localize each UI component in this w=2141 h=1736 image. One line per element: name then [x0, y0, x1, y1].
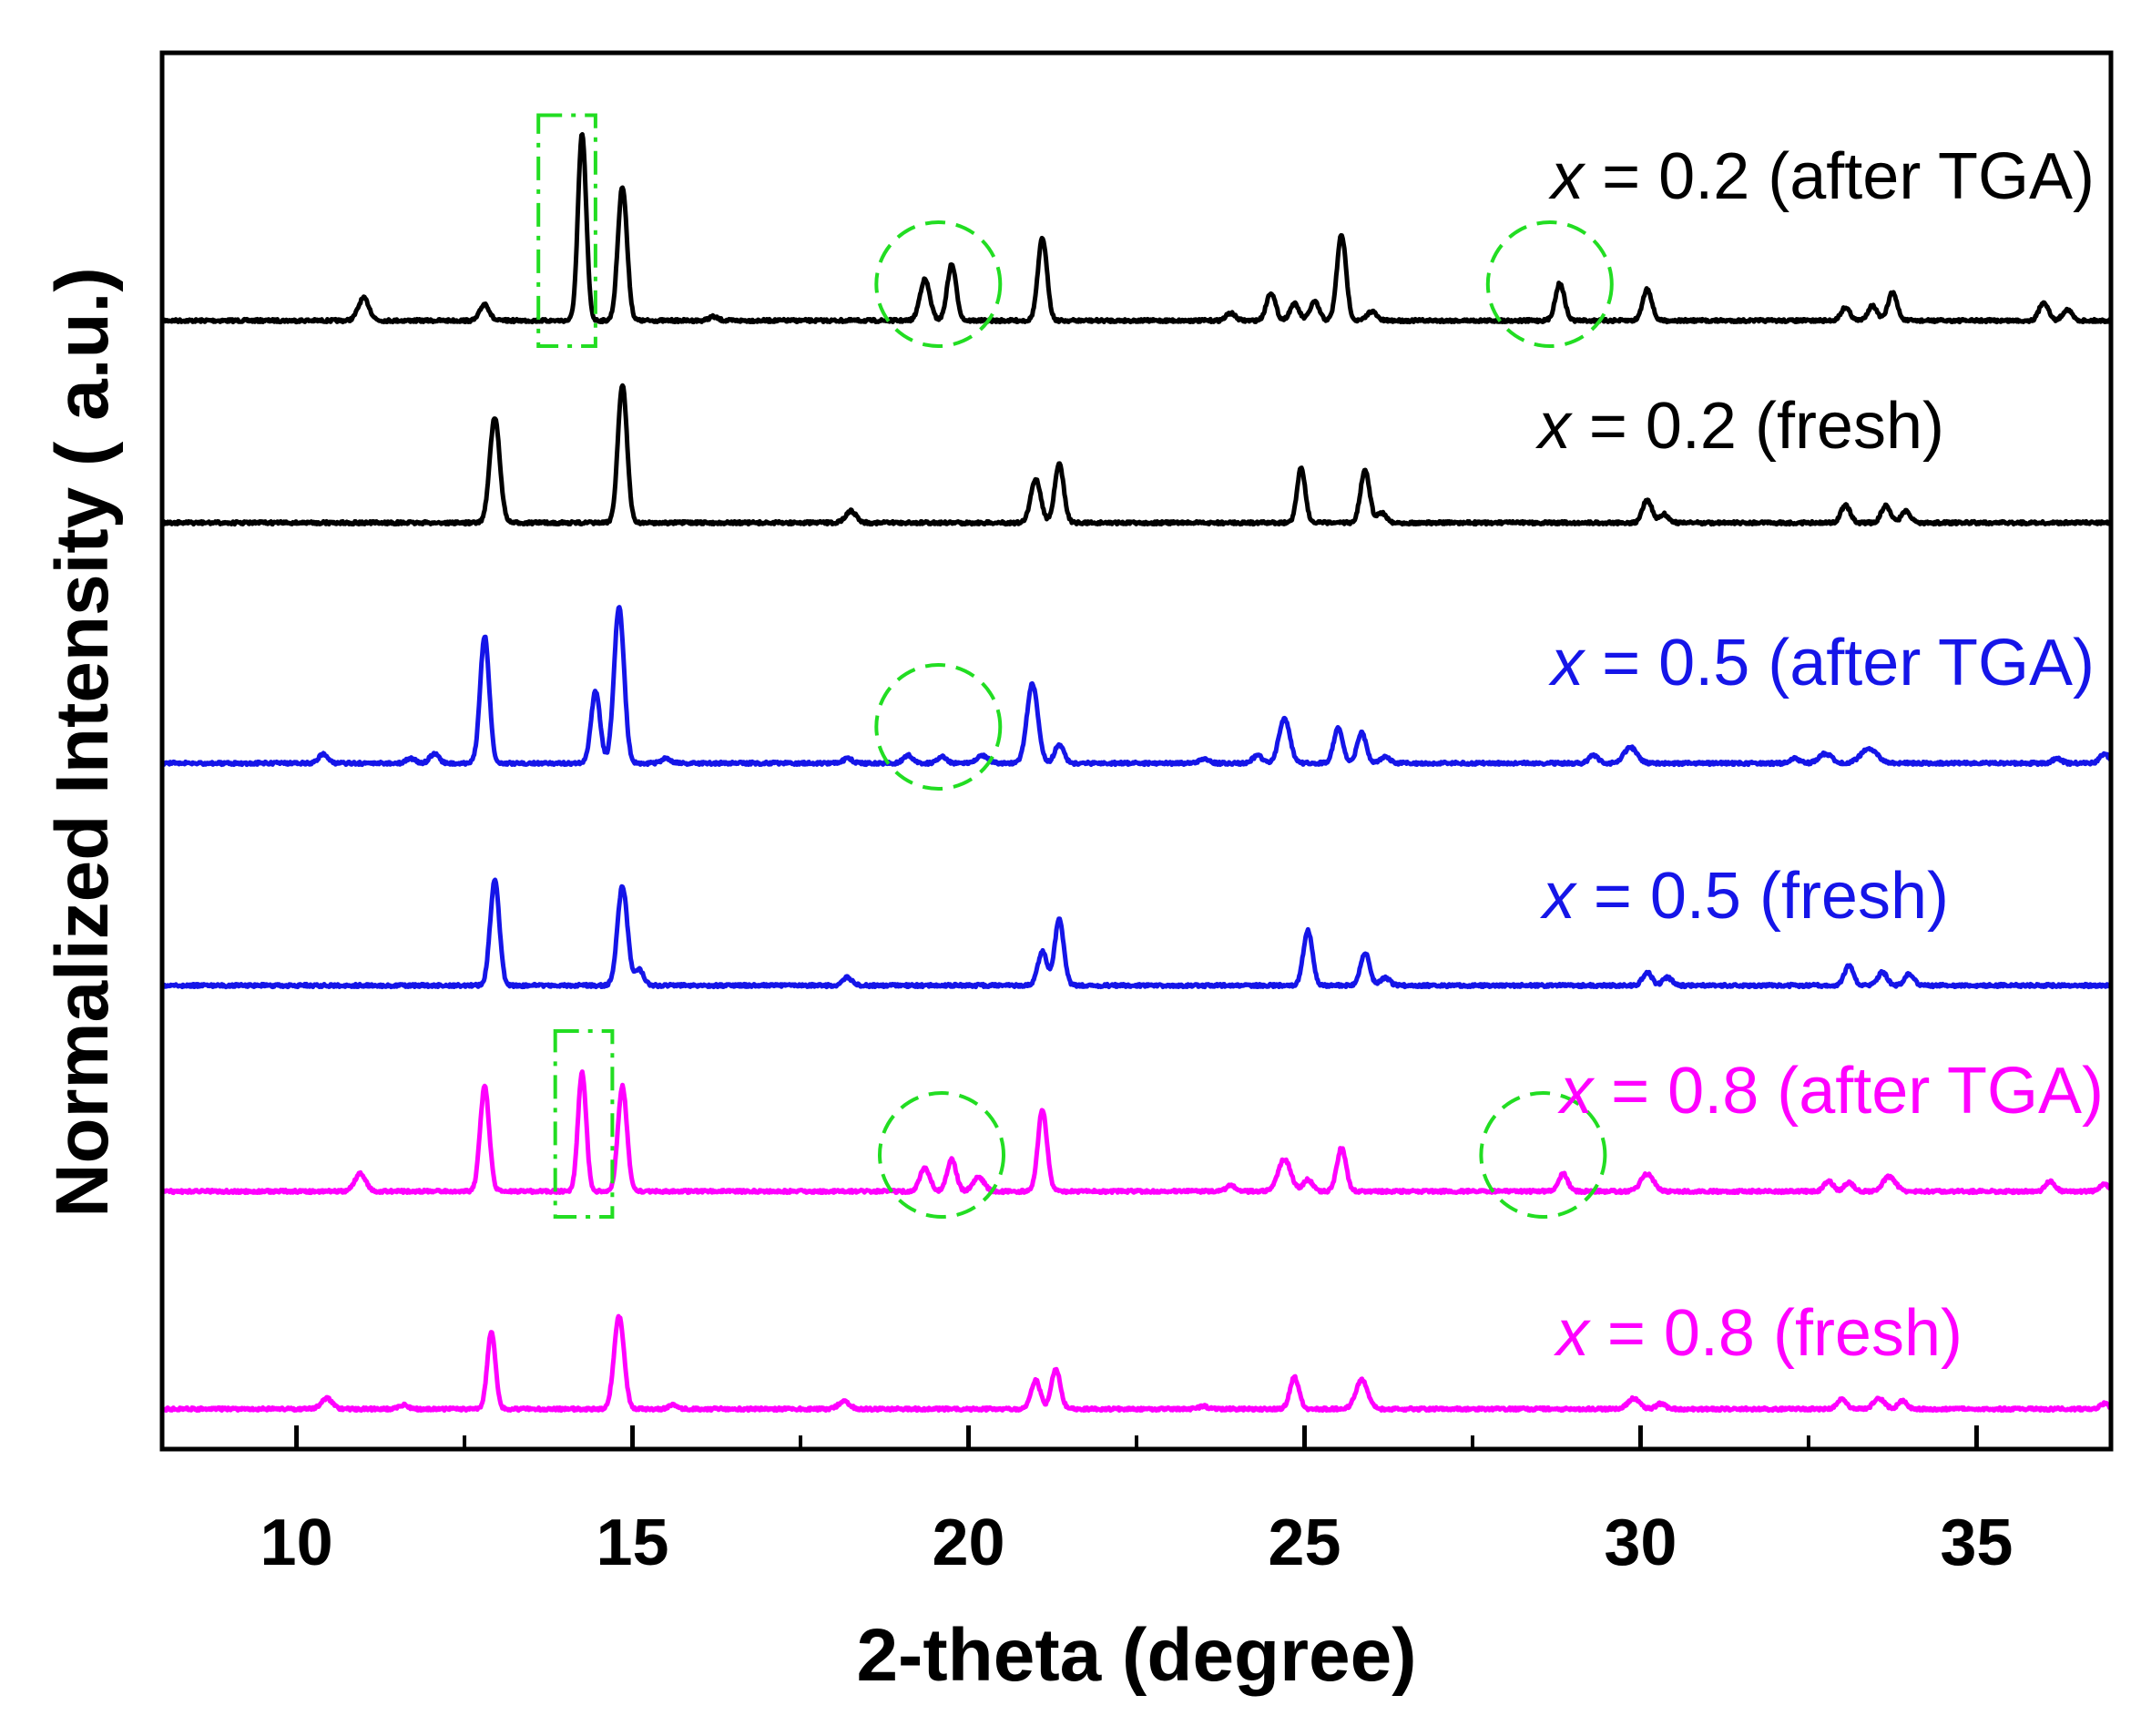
series-line-1 [159, 132, 2113, 325]
series-label-text: = 0.5 (after TGA) [1584, 627, 2095, 700]
series-label-3: x = 0.5 (after TGA) [1548, 627, 2095, 700]
series-label-4: x = 0.5 (fresh) [1540, 860, 1949, 933]
series-label-symbol: x [1554, 1297, 1592, 1370]
series-layer [159, 132, 2113, 1414]
x-axis-ticks: 10 15 20 25 30 35 [260, 1425, 2013, 1579]
highlight-dashed-circle-7 [1479, 1091, 1607, 1219]
series-label-1: x = 0.2 (after TGA) [1548, 140, 2095, 213]
series-label-symbol: x [1557, 1055, 1596, 1128]
x-tick-label: 20 [932, 1506, 1004, 1579]
highlight-dashed-circle-3 [1485, 220, 1614, 348]
x-axis-label: 2-theta (degree) [856, 1614, 1416, 1697]
series-label-text: = 0.8 (fresh) [1589, 1297, 1963, 1370]
x-tick-label: 10 [260, 1506, 333, 1579]
highlight-dashed-circle-6 [878, 1091, 1005, 1219]
series-line-3 [160, 605, 2113, 768]
series-line-5 [159, 1069, 2112, 1196]
series-label-text: = 0.8 (after TGA) [1593, 1055, 2104, 1128]
series-label-symbol: x [1540, 860, 1578, 933]
series-label-text: = 0.5 (fresh) [1575, 860, 1949, 933]
series-label-6: x = 0.8 (fresh) [1554, 1297, 1963, 1370]
series-label-layer: x = 0.2 (after TGA)x = 0.2 (fresh)x = 0.… [1535, 140, 2104, 1370]
annotation-layer [536, 113, 1614, 1219]
x-tick-label: 30 [1604, 1506, 1677, 1579]
series-label-2: x = 0.2 (fresh) [1535, 390, 1944, 463]
x-tick-label: 25 [1268, 1506, 1341, 1579]
highlight-dashed-circle-2 [874, 220, 1003, 348]
series-label-text: = 0.2 (fresh) [1571, 390, 1944, 463]
series-line-6 [160, 1313, 2112, 1414]
series-line-2 [160, 383, 2112, 527]
series-line-4 [159, 877, 2113, 990]
y-axis-label: Normalized Intensity ( a.u.) [41, 267, 124, 1217]
highlight-dash-dot-rectangle-1 [536, 113, 597, 348]
highlight-dash-dot-rectangle-5 [553, 1029, 615, 1219]
series-label-5: x = 0.8 (after TGA) [1557, 1055, 2104, 1128]
plot-frame [159, 50, 2114, 1452]
highlight-dashed-circle-4 [874, 663, 1003, 791]
x-tick-label: 35 [1940, 1506, 2013, 1579]
series-label-symbol: x [1548, 627, 1586, 700]
series-label-symbol: x [1535, 390, 1574, 463]
series-label-symbol: x [1548, 140, 1586, 213]
x-tick-label: 15 [596, 1506, 669, 1579]
series-label-text: = 0.2 (after TGA) [1584, 140, 2095, 213]
